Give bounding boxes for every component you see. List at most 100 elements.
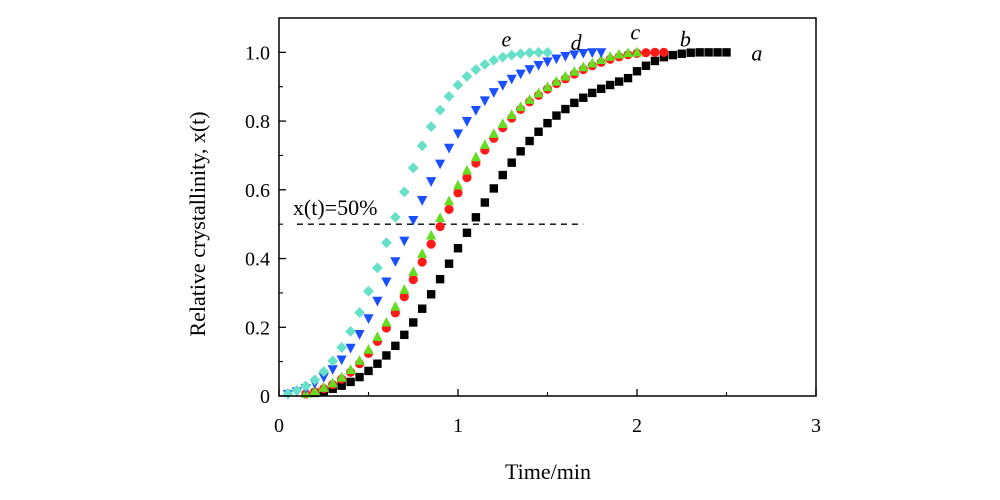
- data-point-diamond: [524, 47, 535, 59]
- data-point-triangle-up: [605, 51, 616, 61]
- data-point-square: [453, 244, 463, 253]
- data-point-triangle-down: [336, 355, 347, 366]
- data-point-square: [588, 88, 597, 98]
- data-point-diamond: [345, 325, 356, 337]
- series-label-a: a: [751, 40, 762, 65]
- data-point-diamond: [363, 285, 374, 297]
- y-tick-label: 0.8: [245, 111, 270, 133]
- data-point-square: [426, 290, 436, 299]
- data-point-circle: [444, 204, 454, 215]
- data-point-triangle-up: [587, 57, 598, 68]
- data-point-square: [471, 213, 481, 222]
- data-point-triangle-down: [488, 88, 499, 98]
- data-point-diamond: [300, 380, 312, 392]
- data-point-square: [570, 98, 579, 108]
- data-point-diamond: [542, 46, 553, 58]
- data-point-diamond: [309, 374, 321, 386]
- data-point-circle: [435, 221, 445, 232]
- data-point-triangle-up: [372, 331, 383, 341]
- data-point-square: [713, 48, 722, 57]
- data-point-triangle-down: [578, 48, 589, 59]
- data-point-triangle-up: [417, 248, 428, 258]
- data-point-triangle-down: [372, 296, 383, 307]
- data-point-triangle-up: [578, 61, 589, 72]
- data-point-diamond: [479, 58, 491, 70]
- data-point-diamond: [434, 104, 446, 116]
- data-point-triangle-down: [470, 105, 481, 116]
- data-point-square: [686, 48, 695, 57]
- series-label-e: e: [501, 27, 511, 52]
- data-point-triangle-down: [390, 257, 401, 267]
- data-point-square: [668, 50, 677, 60]
- data-point-square: [480, 198, 490, 207]
- data-point-diamond: [452, 79, 464, 91]
- data-point-triangle-down: [551, 54, 562, 65]
- data-point-diamond: [461, 71, 473, 82]
- data-point-triangle-down: [524, 65, 535, 75]
- data-point-triangle-up: [354, 355, 365, 365]
- data-point-diamond: [407, 162, 419, 174]
- y-tick-label: 0.2: [245, 317, 270, 339]
- data-point-triangle-up: [336, 371, 347, 382]
- data-point-diamond: [381, 237, 392, 249]
- data-point-square: [409, 318, 418, 327]
- data-point-square: [632, 67, 642, 76]
- data-point-triangle-down: [497, 80, 508, 91]
- data-point-triangle-down: [354, 330, 365, 340]
- data-point-diamond: [533, 46, 544, 58]
- data-point-square: [579, 93, 588, 102]
- data-point-circle: [650, 47, 660, 57]
- data-point-triangle-up: [345, 364, 356, 374]
- data-point-square: [462, 228, 472, 237]
- data-point-triangle-up: [443, 195, 455, 206]
- data-point-triangle-up: [399, 284, 410, 294]
- data-point-square: [561, 104, 570, 114]
- data-point-circle: [408, 274, 418, 285]
- data-point-square: [507, 158, 516, 167]
- data-point-triangle-up: [318, 382, 329, 392]
- data-point-diamond: [318, 366, 330, 378]
- y-tick-label: 0.6: [245, 180, 270, 202]
- data-point-triangle-up: [479, 139, 490, 149]
- data-point-triangle-up: [452, 179, 464, 190]
- x-tick-label: 0: [274, 415, 284, 437]
- data-point-square: [641, 61, 651, 70]
- data-point-square: [605, 80, 615, 90]
- x-tick-label: 3: [811, 415, 821, 437]
- data-point-square: [418, 304, 427, 313]
- data-point-diamond: [488, 54, 500, 66]
- data-point-triangle-down: [542, 57, 553, 68]
- series-label-d: d: [571, 30, 583, 55]
- data-point-square: [391, 341, 400, 351]
- data-point-square: [382, 351, 391, 360]
- data-point-circle: [659, 47, 669, 57]
- data-point-triangle-up: [327, 377, 338, 388]
- data-point-diamond: [372, 262, 383, 274]
- data-point-triangle-down: [327, 365, 338, 375]
- data-point-triangle-up: [408, 266, 419, 277]
- data-point-square: [677, 49, 686, 58]
- half-crystallinity-label: x(t)=50%: [293, 195, 378, 220]
- y-tick-label: 0.4: [245, 249, 270, 271]
- data-point-triangle-up: [461, 164, 473, 175]
- data-point-triangle-down: [408, 215, 419, 226]
- data-point-square: [650, 56, 660, 66]
- data-point-triangle-down: [318, 373, 329, 383]
- y-tick-label: 1.0: [245, 42, 270, 64]
- data-point-triangle-up: [506, 109, 517, 120]
- data-point-triangle-down: [381, 277, 392, 288]
- data-point-triangle-up: [569, 66, 580, 76]
- data-point-triangle-up: [596, 54, 607, 65]
- y-axis-label: Relative crystallinity, x(t): [185, 111, 210, 336]
- data-point-square: [373, 359, 382, 368]
- data-point-square: [346, 377, 355, 387]
- x-tick-label: 2: [632, 415, 642, 437]
- data-point-triangle-up: [560, 70, 571, 81]
- data-point-triangle-up: [488, 128, 499, 138]
- data-point-triangle-up: [533, 87, 544, 98]
- data-point-diamond: [336, 342, 348, 353]
- data-point-triangle-up: [631, 46, 643, 57]
- data-point-triangle-down: [533, 60, 544, 71]
- plot-area: x(t)=50% a b c d e: [282, 20, 762, 400]
